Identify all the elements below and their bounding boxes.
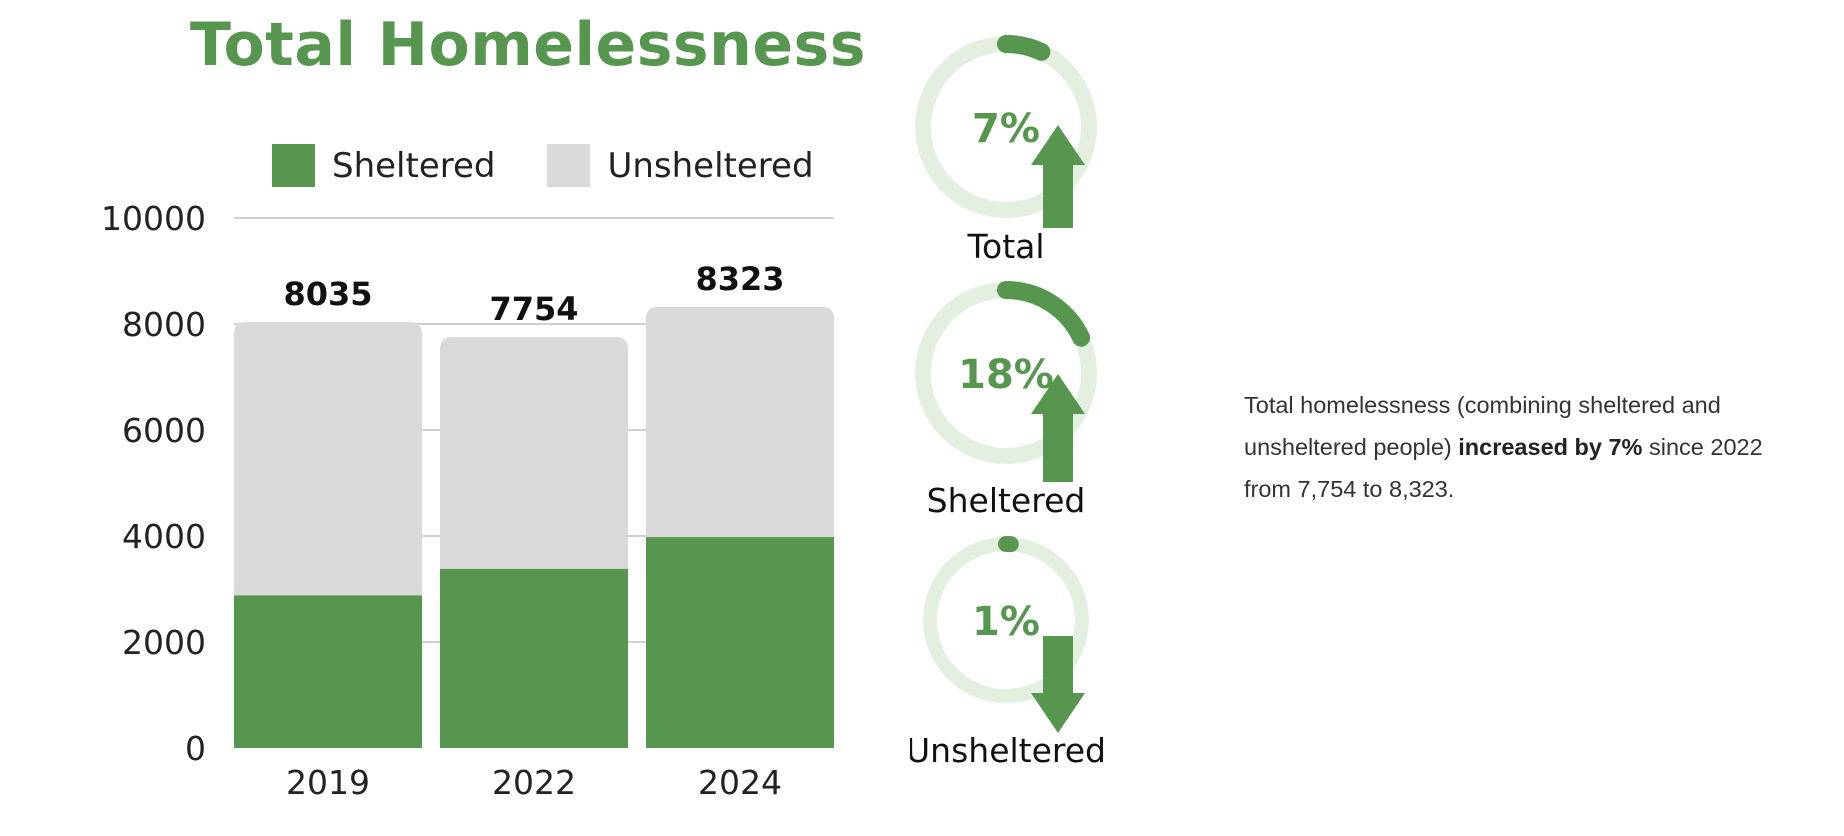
bar-sheltered-2022 xyxy=(440,568,628,748)
legend-item-sheltered: Sheltered xyxy=(272,144,495,187)
donut-progress-arc xyxy=(922,536,1090,704)
indicator-sheltered: 18% Sheltered xyxy=(910,276,1110,530)
x-tick-label-2019: 2019 xyxy=(286,763,370,802)
trend-arrow-up-icon xyxy=(1031,125,1085,228)
percent-label: 1% xyxy=(972,599,1040,645)
donut-progress-arc xyxy=(914,35,1098,219)
stacked-bar-chart: 0 2000 4000 6000 8000 10000 8035 2019 7754 2022 83… xyxy=(101,199,834,802)
x-tick-label-2022: 2022 xyxy=(492,763,576,802)
trend-arrow-up-icon xyxy=(1031,374,1085,482)
y-tick-label: 6000 xyxy=(122,411,206,450)
legend-item-unsheltered: Unsheltered xyxy=(547,144,814,187)
y-tick-label: 8000 xyxy=(122,305,206,344)
y-tick-label: 4000 xyxy=(122,517,206,556)
indicator-label: Unsheltered xyxy=(910,731,1106,770)
legend-swatch-sheltered xyxy=(272,144,315,187)
total-label-2019: 8035 xyxy=(283,275,372,313)
donut-unsheltered: 1% Unsheltered xyxy=(906,536,1106,770)
trend-arrow-down-icon xyxy=(1031,636,1085,733)
summary-after: since 2022 from 7,754 to 8,323. xyxy=(1244,434,1763,502)
y-tick-label: 0 xyxy=(185,729,206,768)
legend: Sheltered Unsheltered xyxy=(272,144,866,187)
total-label-2024: 8323 xyxy=(695,260,784,298)
summary-highlight: increased by 7% xyxy=(1458,434,1643,460)
bar-sheltered-2019 xyxy=(234,595,422,748)
bar-unsheltered-2024 xyxy=(646,306,834,538)
bar-sheltered-2024 xyxy=(646,537,834,748)
legend-label-sheltered: Sheltered xyxy=(332,145,496,186)
bar-unsheltered-2019 xyxy=(234,322,422,596)
indicator-label: Sheltered xyxy=(927,481,1086,520)
indicator-unsheltered: 1% Unsheltered xyxy=(906,528,1110,782)
x-tick-label-2024: 2024 xyxy=(698,763,782,802)
summary-text: Total homelessness (combining sheltered … xyxy=(1244,384,1804,510)
summary-before: Total homelessness (combining sheltered … xyxy=(1244,392,1721,460)
legend-swatch-unsheltered xyxy=(547,144,591,187)
donut-total: 7% Total xyxy=(914,35,1098,266)
chart-title: Total Homelessness xyxy=(190,10,866,80)
y-tick-label: 2000 xyxy=(122,623,206,662)
donut-progress-arc xyxy=(914,281,1098,465)
legend-label-unsheltered: Unsheltered xyxy=(607,145,814,186)
donut-sheltered: 18% Sheltered xyxy=(914,281,1098,520)
indicator-total: 7% Total xyxy=(910,30,1110,274)
bar-unsheltered-2022 xyxy=(440,337,628,569)
total-label-2022: 7754 xyxy=(489,290,578,328)
indicator-label: Total xyxy=(966,227,1044,266)
y-tick-label: 10000 xyxy=(101,199,206,238)
percent-label: 7% xyxy=(972,106,1040,152)
percent-label: 18% xyxy=(958,352,1054,398)
